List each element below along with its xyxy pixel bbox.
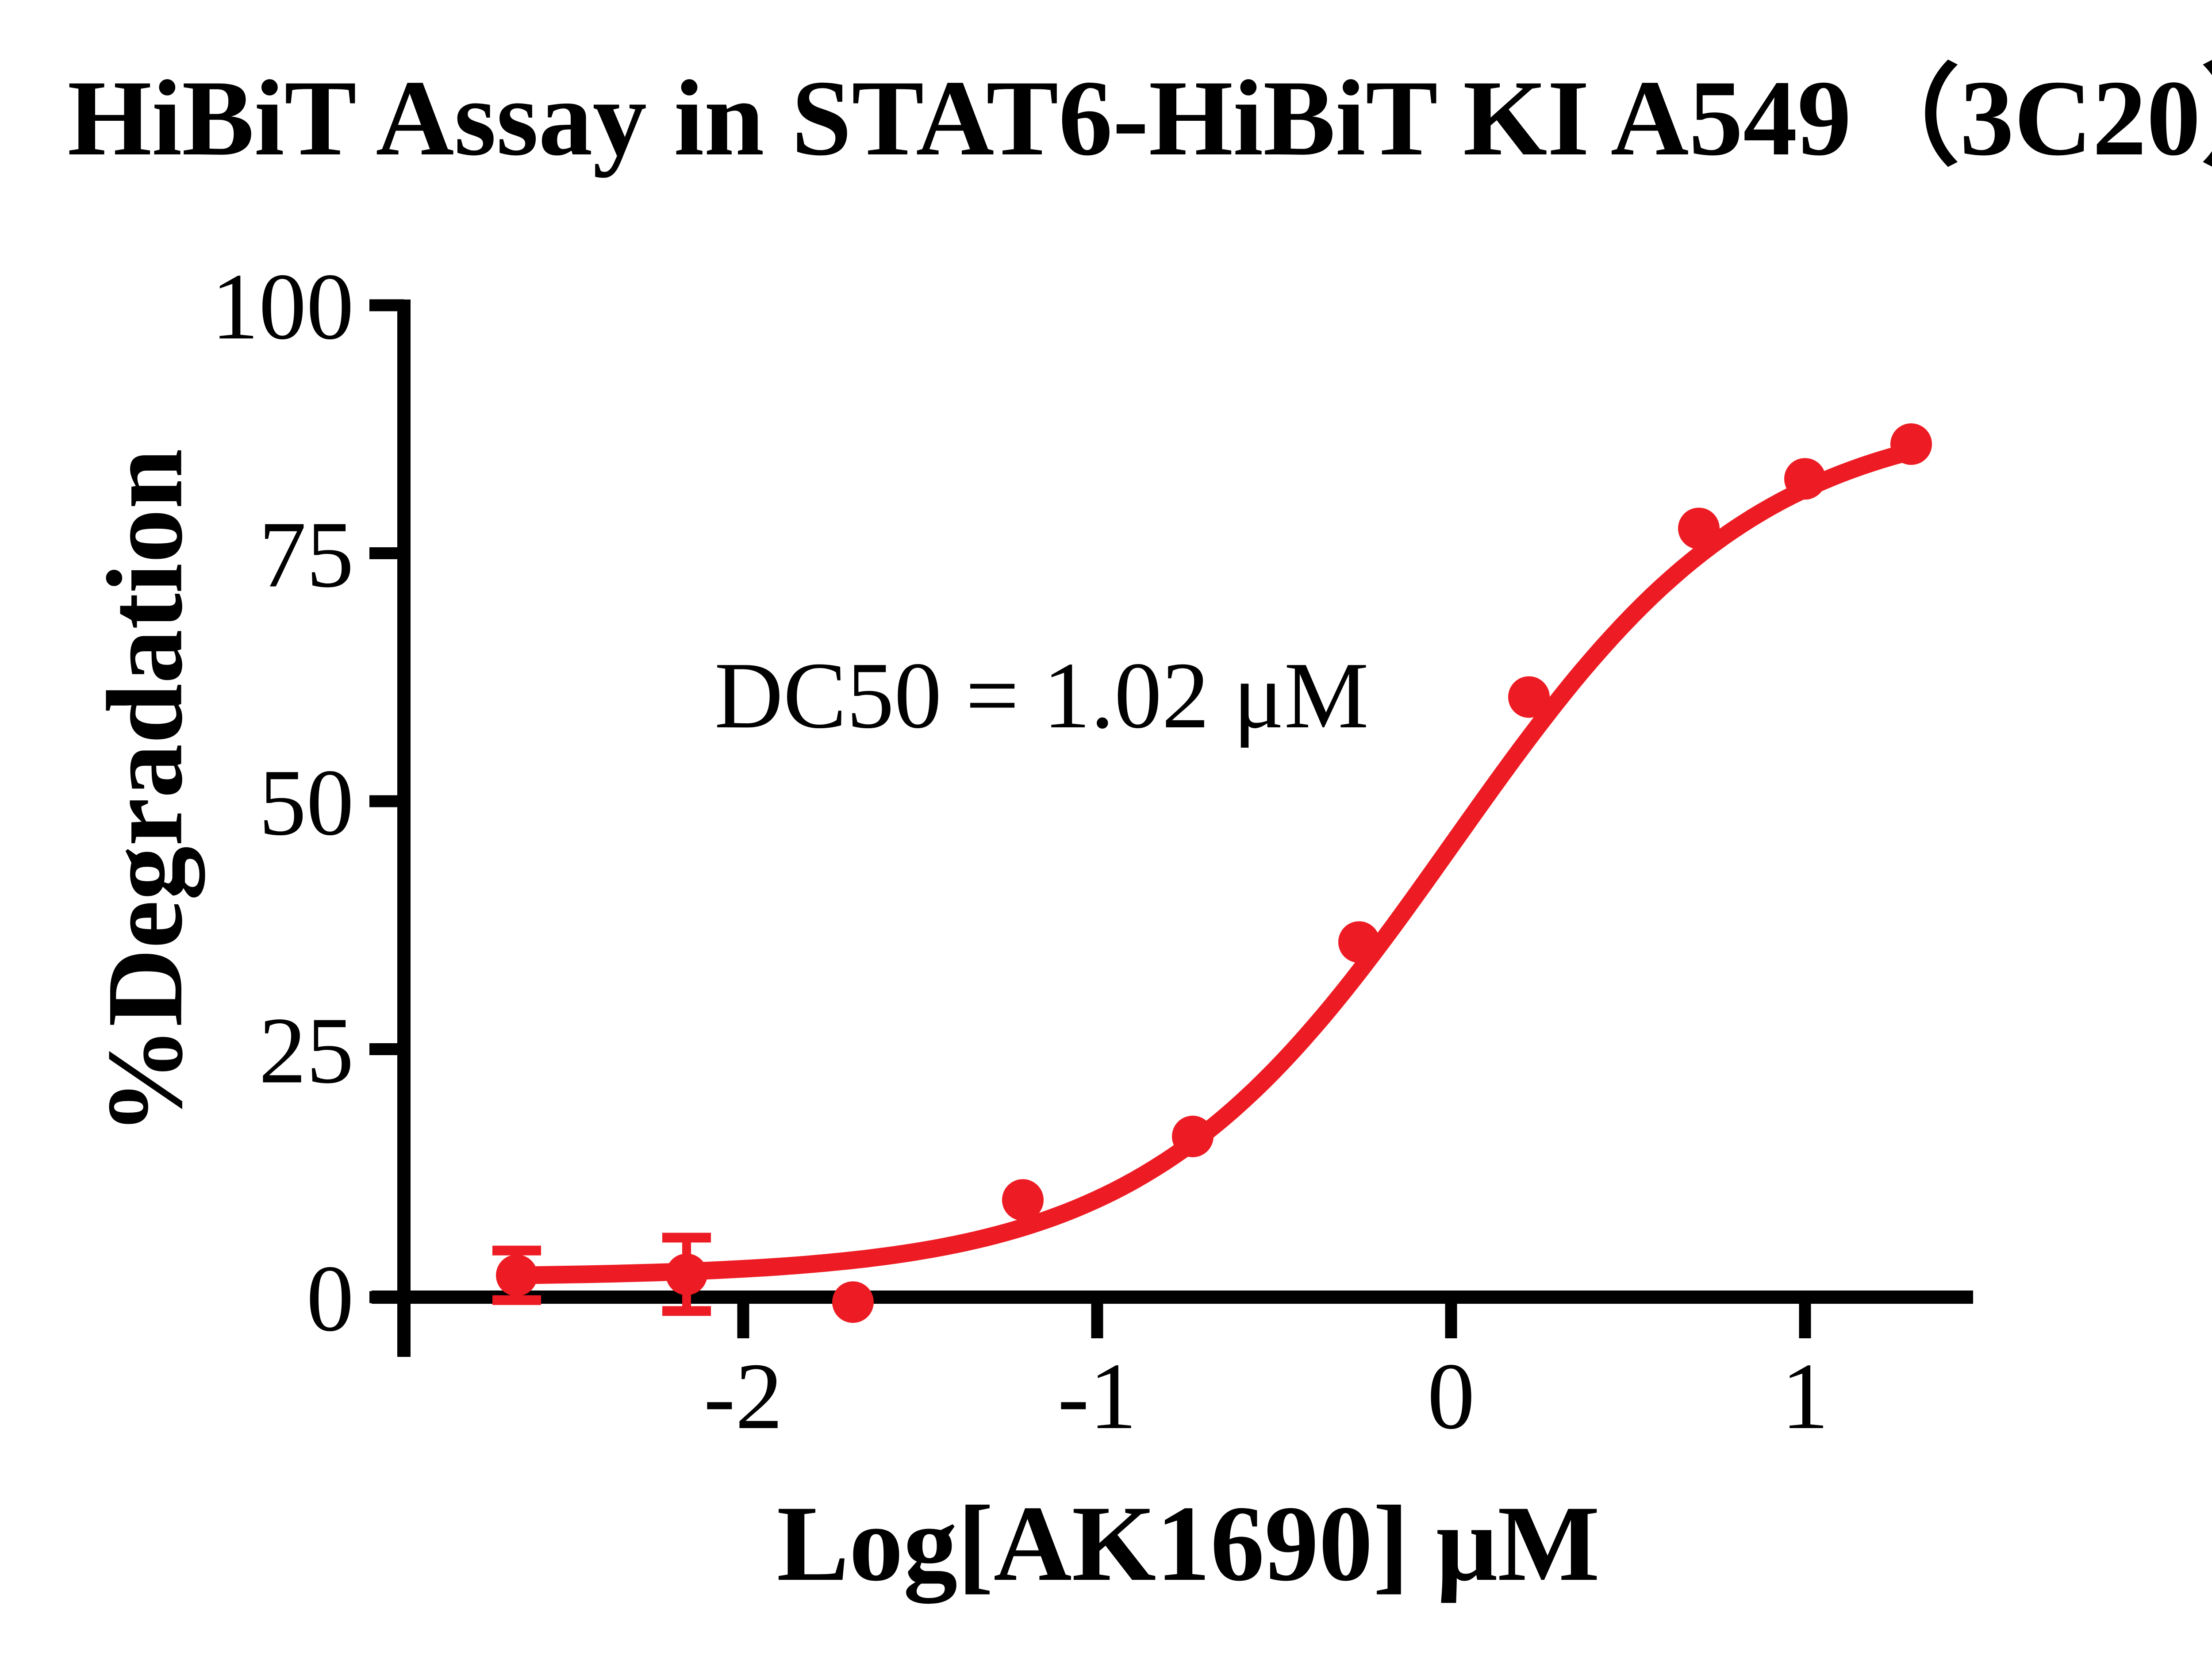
x-tick-label: 1 (1781, 1343, 1829, 1449)
y-tick-label: 75 (259, 502, 354, 607)
y-tick-label: 25 (259, 998, 354, 1103)
data-point (1172, 1115, 1214, 1157)
x-axis-title: Log[AK1690] μM (776, 1483, 1600, 1603)
data-point (1508, 676, 1550, 718)
x-tick-label: 0 (1427, 1343, 1475, 1449)
data-point (1784, 458, 1826, 500)
data-point (1002, 1179, 1044, 1221)
y-tick-label: 100 (211, 254, 354, 359)
fit-curve (508, 442, 1920, 1284)
chart-title: HiBiT Assay in STAT6-HiBiT KI A549（3C20） (67, 58, 2212, 178)
dc50-annotation: DC50 = 1.02 μM (714, 642, 1369, 748)
y-tick-label: 50 (259, 749, 354, 855)
data-point (1678, 507, 1720, 549)
data-point (666, 1253, 707, 1295)
data-point (1338, 921, 1380, 963)
data-point (832, 1281, 874, 1323)
y-tick-label: 0 (307, 1245, 354, 1351)
data-point (496, 1254, 538, 1296)
x-tick-label: -2 (703, 1343, 783, 1449)
x-tick-label: -1 (1057, 1343, 1137, 1449)
data-point (1890, 423, 1932, 465)
